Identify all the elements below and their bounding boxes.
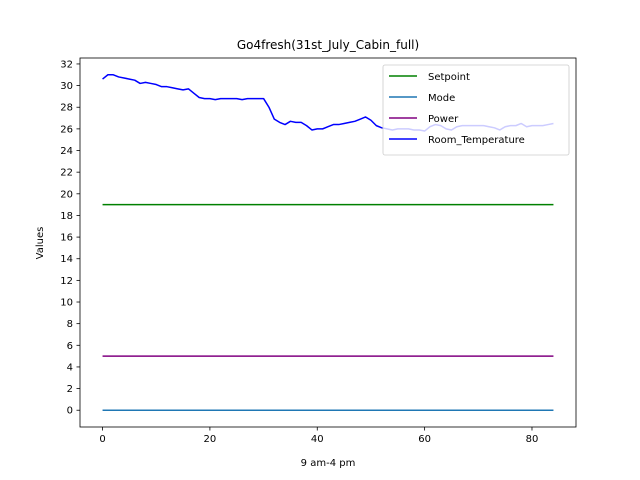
y-tick-label: 14 [60,254,73,265]
legend-box [382,64,570,156]
y-tick-label: 28 [60,103,73,114]
legend-label-room-temperature: Room_Temperature [428,135,525,146]
chart-title: Go4fresh(31st_July_Cabin_full) [237,38,419,52]
x-tick-label: 20 [204,434,217,445]
legend-label-mode: Mode [428,93,455,104]
x-tick-label: 0 [99,434,105,445]
legend-label-setpoint: Setpoint [428,72,470,83]
y-tick-label: 20 [60,189,73,200]
y-tick-label: 8 [67,319,73,330]
y-tick-label: 32 [60,59,73,70]
y-tick-label: 10 [60,298,73,309]
y-tick-label: 2 [67,384,73,395]
plot-frame [79,57,577,428]
y-tick-label: 22 [60,168,73,179]
x-tick-label: 80 [526,434,539,445]
legend: Setpoint Mode Power Room_Temperature [382,64,570,156]
y-tick-label: 12 [60,276,73,287]
y-tick-label: 30 [60,81,73,92]
x-axis-label: 9 am-4 pm [301,458,356,469]
legend-label-power: Power [428,114,459,125]
y-tick-label: 26 [60,124,73,135]
y-tick-label: 0 [67,406,73,417]
y-tick-label: 16 [60,233,73,244]
y-tick-label: 4 [67,362,73,373]
y-tick-label: 18 [60,211,73,222]
x-tick-label: 60 [418,434,431,445]
y-tick-label: 24 [60,146,73,157]
y-axis-label: Values [35,227,46,260]
x-tick-label: 40 [311,434,324,445]
y-tick-label: 6 [67,341,73,352]
